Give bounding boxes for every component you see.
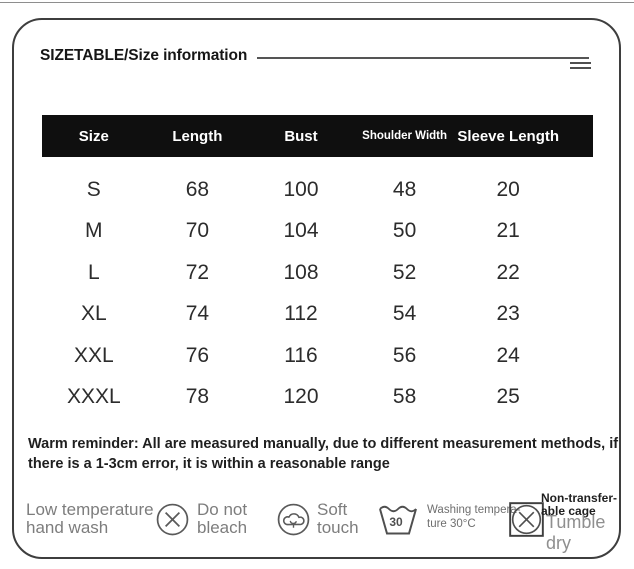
header-cell-shoulder-width: Shoulder Width <box>362 130 448 142</box>
soft-touch-icon <box>277 503 310 536</box>
table-cell: 78 <box>185 385 210 409</box>
top-divider <box>0 2 634 3</box>
wash-temperature-value: 30 <box>389 515 403 529</box>
no-bleach-icon <box>156 503 189 536</box>
table-cell: 25 <box>496 385 520 409</box>
soft-touch-label: Soft touch <box>317 500 359 537</box>
table-cell: 72 <box>185 260 210 284</box>
table-cell: M <box>85 219 103 243</box>
table-cell: 74 <box>185 302 210 326</box>
table-header-row: Size Length Bust Shoulder Width Sleeve L… <box>42 115 560 157</box>
wash-temperature-icon: 30 <box>377 501 419 536</box>
page-title: SIZETABLE/Size information <box>40 47 248 64</box>
table-cell: 100 <box>283 177 319 201</box>
table-cell: S <box>86 177 101 201</box>
menu-icon <box>570 62 591 71</box>
no-bleach-label: Do not bleach <box>197 500 248 537</box>
table-row: M 70 104 50 21 <box>42 211 560 253</box>
table-cell: 23 <box>496 302 520 326</box>
hand-wash-label: Low temperature hand wash <box>26 500 154 537</box>
table-cell: 52 <box>392 260 417 284</box>
table-cell: 58 <box>392 385 417 409</box>
table-cell: 22 <box>496 260 520 284</box>
table-cell: 68 <box>185 177 210 201</box>
table-cell: 108 <box>283 260 319 284</box>
no-tumble-dry-icon <box>509 502 544 537</box>
table-row: XXL 76 116 56 24 <box>42 335 560 377</box>
table-cell: 48 <box>392 177 417 201</box>
size-info-card <box>12 18 621 559</box>
tumble-dry-small-label: Non-transfer- able cage <box>541 491 618 518</box>
table-cell: 24 <box>496 343 520 367</box>
warm-reminder-line2: there is a 1-3cm error, it is within a r… <box>28 456 390 472</box>
table-row: XXXL 78 120 58 25 <box>42 377 560 419</box>
header-cell-length: Length <box>172 127 223 145</box>
table-cell: XXL <box>73 343 114 367</box>
warm-reminder-line1: Warm reminder: All are measured manually… <box>28 436 619 452</box>
table-cell: 20 <box>496 177 520 201</box>
table-cell: 50 <box>392 219 417 243</box>
table-cell: 76 <box>185 343 210 367</box>
table-cell: 120 <box>283 385 319 409</box>
size-table-body: S 68 100 48 20 M 70 104 50 21 L 72 108 5… <box>42 169 560 418</box>
wash-temperature-label: Washing tempera- ture 30°C <box>427 504 521 530</box>
table-cell: XL <box>80 302 107 326</box>
table-cell: 54 <box>392 302 417 326</box>
table-cell: 112 <box>284 302 318 326</box>
table-cell: 21 <box>496 219 520 243</box>
title-rule <box>257 57 589 59</box>
table-cell: 104 <box>283 219 319 243</box>
table-cell: L <box>87 260 100 284</box>
header-cell-sleeve-length: Sleeve Length <box>457 127 560 145</box>
table-row: XL 74 112 54 23 <box>42 294 560 336</box>
table-cell: 70 <box>185 219 210 243</box>
table-row: L 72 108 52 22 <box>42 252 560 294</box>
table-cell: XXXL <box>66 385 121 409</box>
table-row: S 68 100 48 20 <box>42 169 560 211</box>
header-cell-size: Size <box>78 127 109 145</box>
table-header-bar <box>42 115 593 157</box>
table-cell: 56 <box>392 343 417 367</box>
table-cell: 116 <box>284 343 318 367</box>
warm-reminder: Warm reminder: All are measured manually… <box>28 434 620 474</box>
header-cell-bust: Bust <box>284 127 318 145</box>
tumble-dry-label: Tumble dry <box>546 512 606 553</box>
